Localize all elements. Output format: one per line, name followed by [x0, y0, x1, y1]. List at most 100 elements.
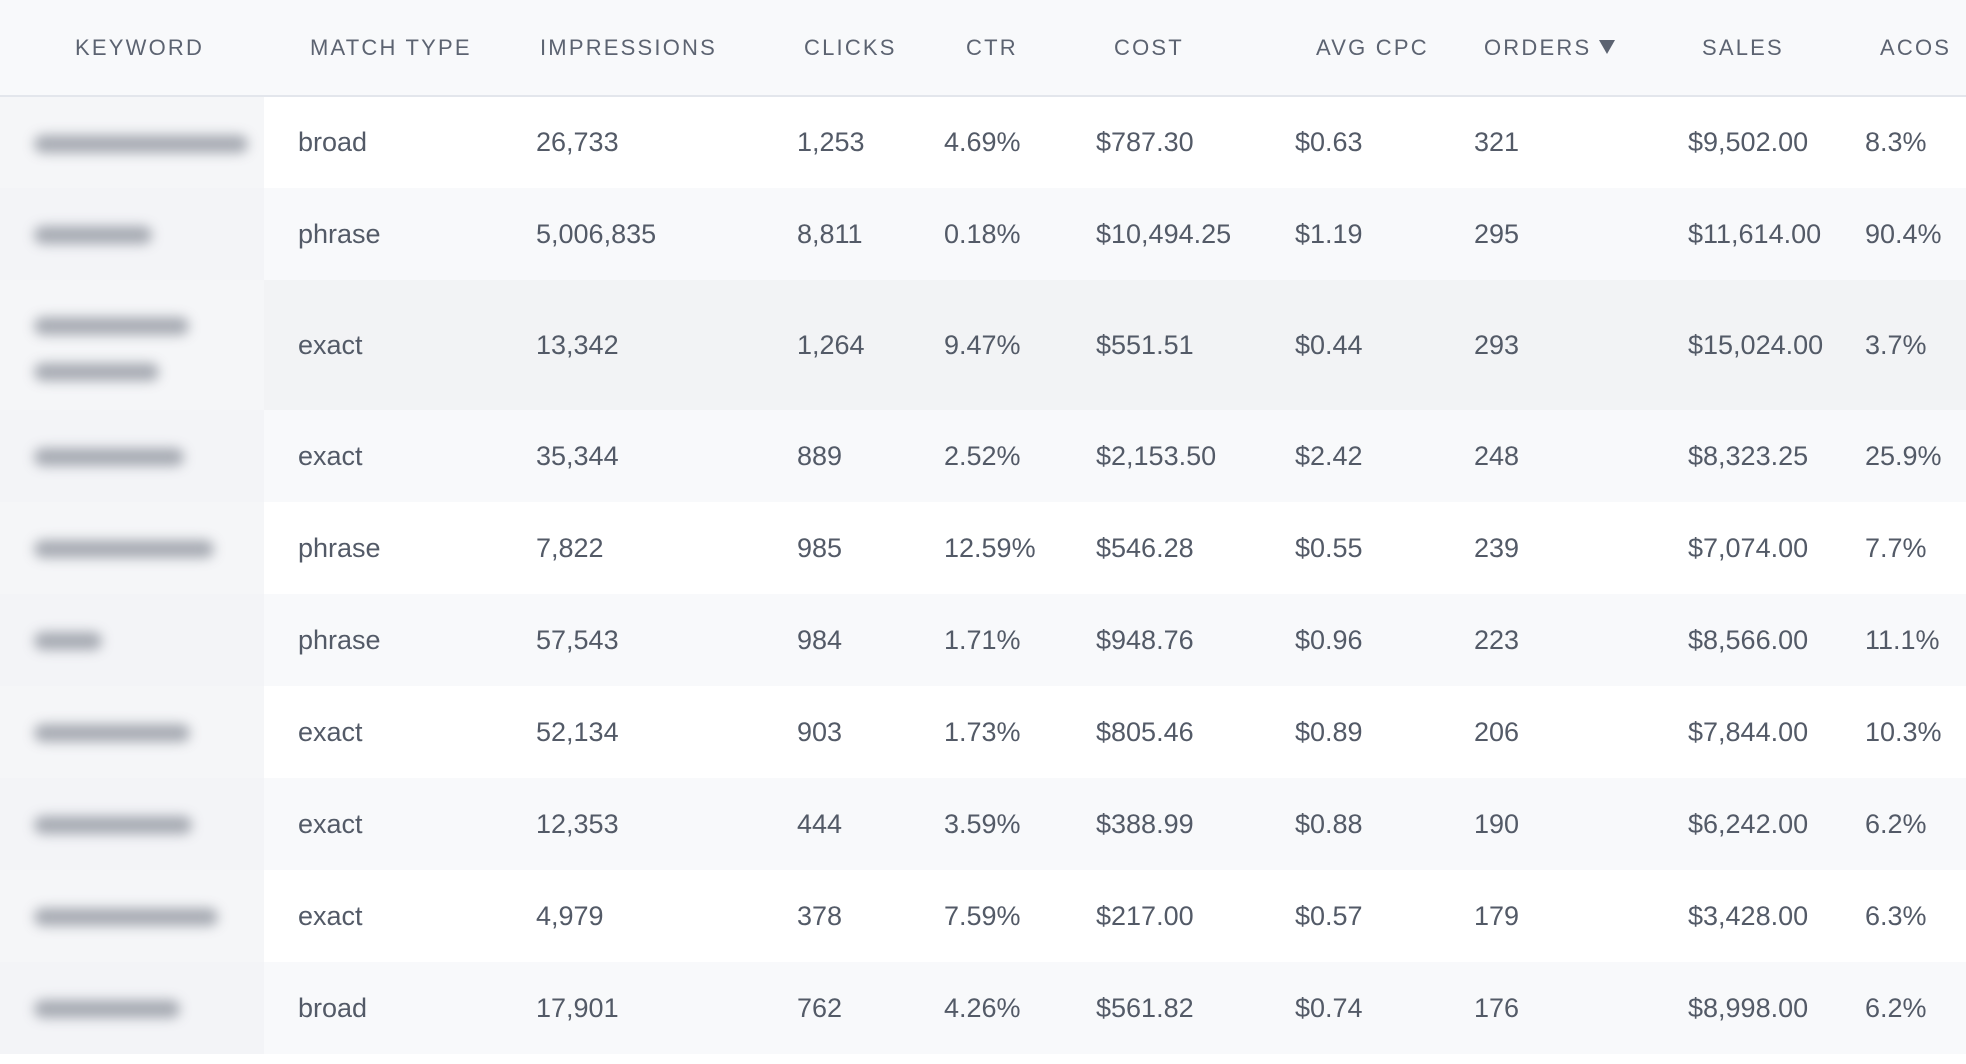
sort-down-icon[interactable]: [1599, 39, 1616, 54]
header-avg-cpc-label: AVG CPC: [1316, 34, 1429, 60]
cell-orders: 179: [1474, 900, 1520, 931]
cell-avg-cpc: $0.57: [1295, 900, 1363, 931]
cell-acos: 10.3%: [1865, 716, 1942, 747]
cell-orders: 295: [1474, 218, 1520, 249]
cell-cost: $805.46: [1096, 716, 1194, 747]
cell-clicks: 903: [797, 716, 843, 747]
cell-clicks: 1,253: [797, 127, 865, 157]
cell-ctr: 1.71%: [944, 624, 1021, 655]
header-keyword-label: KEYWORD: [75, 34, 205, 60]
cell-ctr: 1.73%: [944, 716, 1021, 747]
header-impressions[interactable]: IMPRESSIONS: [522, 0, 764, 96]
redacted-keyword: [0, 533, 264, 564]
cell-orders: 321: [1474, 127, 1520, 157]
cell-orders: 176: [1474, 992, 1520, 1023]
cell-clicks: 444: [797, 808, 843, 839]
keyword-cell-redacted: [0, 778, 264, 870]
blurred-text: [34, 226, 152, 245]
cell-ctr: 12.59%: [944, 532, 1036, 563]
keyword-cell-redacted: [0, 410, 264, 502]
table-row[interactable]: exact 12,353 444 3.59% $388.99 $0.88 190 $6,242…: [0, 778, 1966, 870]
header-acos[interactable]: ACOS: [1845, 0, 1966, 96]
cell-clicks: 889: [797, 440, 843, 471]
blurred-text: [34, 362, 159, 381]
table-row[interactable]: exact 4,979 378 7.59% $217.00 $0.57 179 $3,428.…: [0, 870, 1966, 962]
cell-orders: 223: [1474, 624, 1520, 655]
cell-clicks: 1,264: [797, 329, 865, 360]
header-cost-label: COST: [1114, 34, 1184, 60]
table-row[interactable]: exact 35,344 889 2.52% $2,153.50 $2.42 248 $8,3…: [0, 410, 1966, 502]
cell-impressions: 7,822: [536, 532, 604, 563]
cell-avg-cpc: $0.96: [1295, 624, 1363, 655]
cell-acos: 25.9%: [1865, 440, 1942, 471]
table-row[interactable]: exact 13,342 1,264 9.47% $551.51 $0.44 293 $15,…: [0, 280, 1966, 410]
cell-cost: $217.00: [1096, 900, 1194, 931]
cell-avg-cpc: $0.89: [1295, 716, 1363, 747]
cell-acos: 6.3%: [1865, 900, 1927, 931]
cell-impressions: 26,733: [536, 127, 619, 157]
cell-avg-cpc: $0.74: [1295, 992, 1363, 1023]
cell-avg-cpc: $0.55: [1295, 532, 1363, 563]
table-row[interactable]: exact 52,134 903 1.73% $805.46 $0.89 206 $7,844…: [0, 686, 1966, 778]
blurred-text: [34, 1000, 180, 1019]
cell-impressions: 35,344: [536, 440, 619, 471]
cell-sales: $3,428.00: [1688, 900, 1809, 931]
table-row[interactable]: broad 17,901 762 4.26% $561.82 $0.74 176 $8,998…: [0, 962, 1966, 1054]
cell-impressions: 57,543: [536, 624, 619, 655]
table-row[interactable]: broad 26,733 1,253 4.69% $787.30 $0.63 321 $9,5…: [0, 96, 1966, 188]
cell-match-type: exact: [298, 440, 363, 471]
redacted-keyword: [0, 809, 264, 840]
header-sales-label: SALES: [1702, 34, 1784, 60]
cell-cost: $551.51: [1096, 329, 1194, 360]
cell-cost: $546.28: [1096, 532, 1194, 563]
cell-ctr: 7.59%: [944, 900, 1021, 931]
cell-clicks: 984: [797, 624, 843, 655]
table-row[interactable]: phrase 57,543 984 1.71% $948.76 $0.96 223 $8,56…: [0, 594, 1966, 686]
cell-impressions: 17,901: [536, 992, 619, 1023]
cell-cost: $948.76: [1096, 624, 1194, 655]
table-row[interactable]: phrase 7,822 985 12.59% $546.28 $0.55 239 $7,07…: [0, 502, 1966, 594]
header-ctr[interactable]: CTR: [921, 0, 1075, 96]
cell-match-type: exact: [298, 900, 363, 931]
cell-ctr: 3.59%: [944, 808, 1021, 839]
cell-cost: $787.30: [1096, 127, 1194, 157]
redacted-keyword: [0, 993, 264, 1024]
cell-match-type: broad: [298, 127, 368, 157]
blurred-text: [34, 724, 190, 743]
header-clicks[interactable]: CLICKS: [764, 0, 921, 96]
cell-impressions: 52,134: [536, 716, 619, 747]
cell-acos: 90.4%: [1865, 218, 1942, 249]
cell-cost: $388.99: [1096, 808, 1194, 839]
cell-orders: 248: [1474, 440, 1520, 471]
cell-acos: 11.1%: [1865, 624, 1940, 655]
header-match-type-label: MATCH TYPE: [310, 34, 472, 60]
cell-orders: 239: [1474, 532, 1520, 563]
table-row[interactable]: phrase 5,006,835 8,811 0.18% $10,494.25 $1.19…: [0, 188, 1966, 280]
header-keyword[interactable]: KEYWORD: [0, 0, 264, 96]
table-header: KEYWORD MATCH TYPE IMPRESSIONS CLICKS CT…: [0, 0, 1966, 96]
cell-acos: 6.2%: [1865, 992, 1927, 1023]
cell-avg-cpc: $0.44: [1295, 329, 1363, 360]
redacted-keyword: [0, 901, 264, 932]
blurred-text: [34, 448, 184, 467]
blurred-text: [34, 134, 248, 153]
cell-match-type: exact: [298, 808, 363, 839]
header-orders[interactable]: ORDERS: [1451, 0, 1648, 96]
cell-sales: $11,614.00: [1688, 218, 1822, 249]
cell-acos: 8.3%: [1865, 127, 1927, 157]
header-ctr-label: CTR: [966, 34, 1018, 60]
blurred-text: [34, 317, 189, 336]
header-sales[interactable]: SALES: [1648, 0, 1845, 96]
header-avg-cpc[interactable]: AVG CPC: [1273, 0, 1451, 96]
cell-clicks: 378: [797, 900, 843, 931]
cell-sales: $8,998.00: [1688, 992, 1809, 1023]
cell-orders: 206: [1474, 716, 1520, 747]
header-match-type[interactable]: MATCH TYPE: [264, 0, 522, 96]
keyword-cell-redacted: [0, 594, 264, 686]
cell-avg-cpc: $1.19: [1295, 218, 1363, 249]
redacted-keyword: [0, 717, 264, 748]
header-cost[interactable]: COST: [1075, 0, 1273, 96]
cell-orders: 190: [1474, 808, 1520, 839]
cell-sales: $15,024.00: [1688, 329, 1824, 360]
